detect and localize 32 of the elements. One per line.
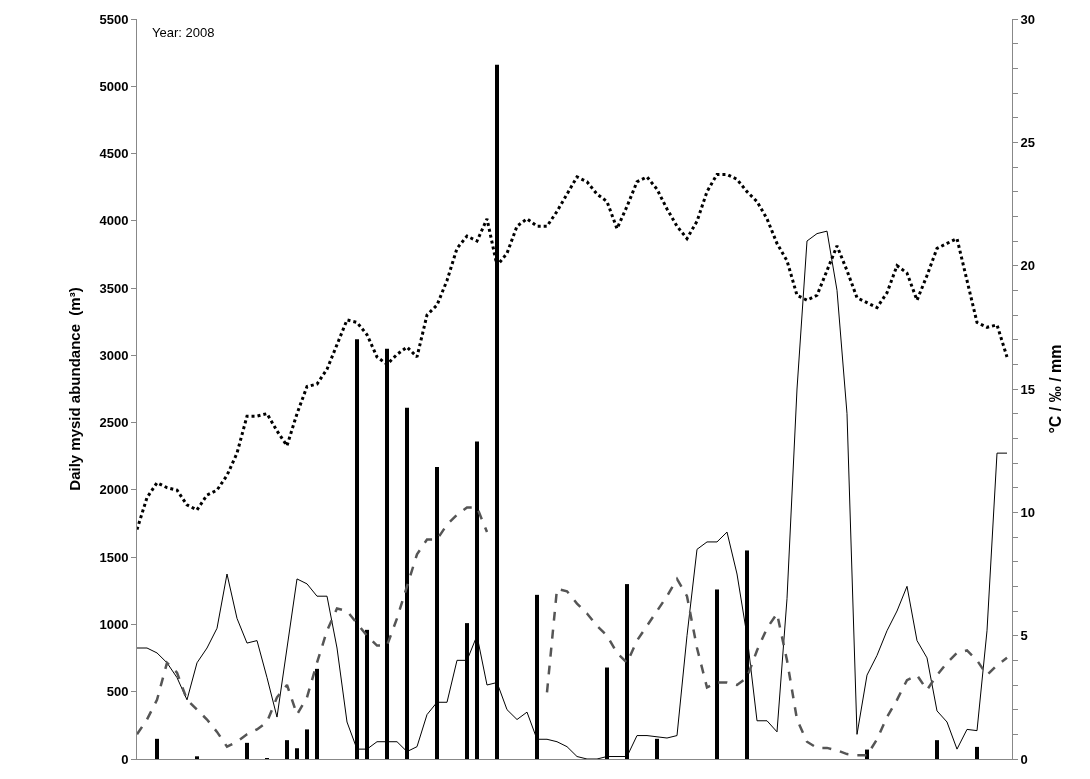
bar — [975, 746, 979, 759]
y-tick-label: 2500 — [99, 415, 129, 431]
y2-tick-label: 20 — [1020, 258, 1036, 274]
y-tick-label: 500 — [106, 684, 129, 700]
bar — [715, 589, 719, 759]
bar — [155, 738, 159, 759]
y-tick-label: 4000 — [99, 213, 129, 229]
bar — [315, 668, 319, 759]
bar — [195, 756, 199, 759]
y2-tick-label: 25 — [1020, 134, 1036, 150]
bar — [935, 740, 939, 759]
bar — [305, 729, 309, 759]
y-tick-label: 5500 — [99, 11, 129, 27]
y2-axis-title: °C / ‰ / mm — [1046, 344, 1064, 434]
y2-tick-label: 5 — [1020, 628, 1028, 644]
y-tick-label: 5000 — [99, 78, 129, 94]
y-tick-label: 3000 — [99, 347, 129, 363]
y-tick-label: 1500 — [99, 549, 129, 565]
annotation: Year: 2008 — [152, 25, 215, 40]
y2-tick-label: 15 — [1020, 381, 1036, 397]
bar — [245, 742, 249, 759]
y-tick-label: 1000 — [99, 617, 129, 632]
y2-tick-label: 30 — [1020, 11, 1036, 27]
y2-tick-label: 0 — [1020, 751, 1028, 767]
y-tick-label: 3500 — [99, 280, 129, 296]
bar — [285, 740, 289, 759]
y-axis-title: Daily mysid abundance (m³) — [65, 287, 83, 491]
y-tick-label: 4500 — [99, 146, 129, 162]
y2-tick-label: 10 — [1020, 504, 1036, 520]
bar — [295, 748, 299, 759]
y-tick-label: 0 — [121, 751, 129, 767]
y-tick-label: 2000 — [99, 482, 129, 498]
